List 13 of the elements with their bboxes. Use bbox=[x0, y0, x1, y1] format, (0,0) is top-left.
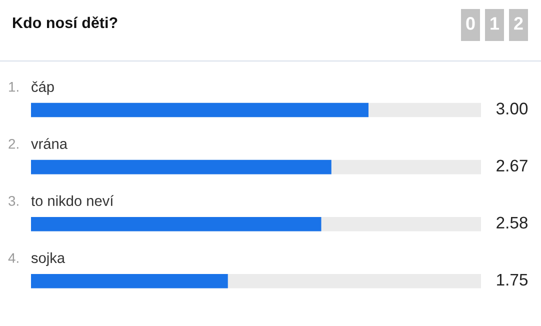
data-label: 1.75 bbox=[497, 274, 528, 286]
y-tick-label: sojka bbox=[31, 252, 66, 266]
y-tick-label: čáp bbox=[32, 81, 54, 95]
chart-title: Kdo nosí děti? bbox=[13, 16, 118, 28]
y-tick-label: vrána bbox=[31, 138, 68, 149]
data-label: 2.67 bbox=[496, 160, 528, 172]
text: 4. bbox=[8, 253, 18, 263]
text: 2. bbox=[8, 138, 18, 149]
data-label: 2.58 bbox=[496, 216, 528, 229]
y-tick-label: to nikdo neví bbox=[31, 195, 114, 206]
data-label: 3.00 bbox=[496, 102, 528, 114]
text: 1. bbox=[9, 82, 18, 92]
text: 3. bbox=[8, 196, 18, 206]
